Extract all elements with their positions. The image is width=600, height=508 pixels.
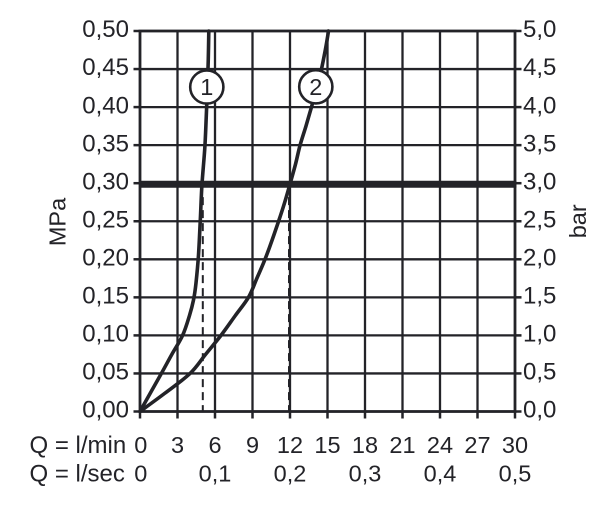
svg-text:0,4: 0,4 <box>424 461 457 487</box>
svg-text:1,0: 1,0 <box>523 321 556 348</box>
svg-text:2,5: 2,5 <box>523 206 556 233</box>
svg-text:0,00: 0,00 <box>82 397 129 424</box>
svg-text:6: 6 <box>208 432 221 458</box>
svg-text:0,0: 0,0 <box>523 397 556 424</box>
svg-text:2,0: 2,0 <box>523 245 556 272</box>
svg-text:4,5: 4,5 <box>523 54 556 81</box>
svg-text:24: 24 <box>427 432 453 458</box>
svg-text:0,45: 0,45 <box>82 54 129 81</box>
svg-text:bar: bar <box>565 204 591 238</box>
svg-text:1,5: 1,5 <box>523 283 556 310</box>
svg-text:MPa: MPa <box>45 197 71 246</box>
svg-text:1: 1 <box>200 74 213 100</box>
svg-text:0,10: 0,10 <box>82 321 129 348</box>
svg-text:30: 30 <box>502 432 528 458</box>
svg-text:0: 0 <box>134 432 147 458</box>
svg-text:0,05: 0,05 <box>82 359 129 386</box>
svg-text:0,5: 0,5 <box>499 461 532 487</box>
svg-text:0,40: 0,40 <box>82 92 129 119</box>
svg-text:5,0: 5,0 <box>523 16 556 43</box>
svg-text:2: 2 <box>309 74 322 100</box>
svg-text:0,25: 0,25 <box>82 206 129 233</box>
svg-text:0,3: 0,3 <box>349 461 382 487</box>
svg-text:0,2: 0,2 <box>274 461 307 487</box>
svg-text:Q = l/sec: Q = l/sec <box>30 461 125 488</box>
svg-text:21: 21 <box>389 432 415 458</box>
svg-text:27: 27 <box>464 432 490 458</box>
svg-text:15: 15 <box>314 432 340 458</box>
svg-text:0,50: 0,50 <box>82 16 129 43</box>
svg-text:4,0: 4,0 <box>523 92 556 119</box>
svg-text:18: 18 <box>352 432 378 458</box>
svg-text:3,0: 3,0 <box>523 168 556 195</box>
svg-text:12: 12 <box>277 432 303 458</box>
svg-text:0,5: 0,5 <box>523 359 556 386</box>
svg-text:0,20: 0,20 <box>82 245 129 272</box>
svg-text:9: 9 <box>246 432 259 458</box>
svg-text:3: 3 <box>171 432 184 458</box>
svg-text:0,35: 0,35 <box>82 130 129 157</box>
svg-text:3,5: 3,5 <box>523 130 556 157</box>
svg-text:0,30: 0,30 <box>82 168 129 195</box>
svg-text:Q = l/min: Q = l/min <box>30 432 127 459</box>
svg-text:0,1: 0,1 <box>199 461 232 487</box>
svg-text:0: 0 <box>134 461 147 487</box>
svg-text:0,15: 0,15 <box>82 283 129 310</box>
